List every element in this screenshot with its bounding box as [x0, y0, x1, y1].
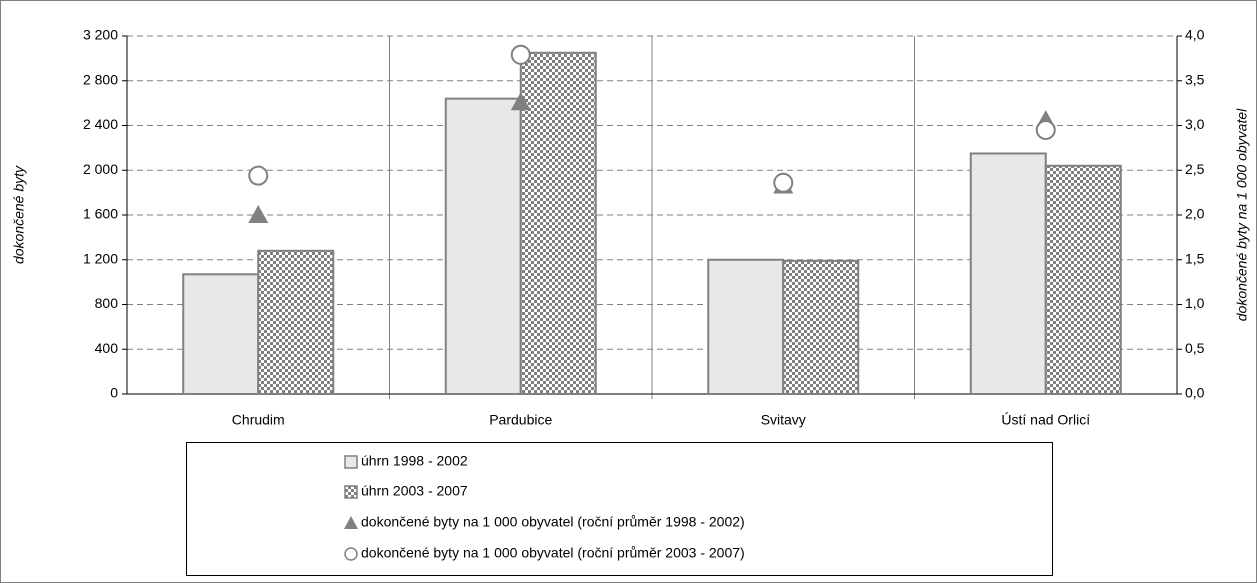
y2-tick-label: 0,5 — [1185, 340, 1205, 356]
y2-tick-label: 2,0 — [1185, 206, 1205, 222]
y-tick-label: 2 400 — [83, 116, 118, 132]
legend-label: dokončené byty na 1 000 obyvatel (roční … — [361, 514, 745, 530]
y2-tick-label: 1,5 — [1185, 250, 1205, 266]
bar — [182, 273, 260, 396]
marker-triangle — [510, 92, 531, 111]
y-axis-title: dokončené byty — [11, 165, 27, 264]
x-tick-label: Svitavy — [761, 412, 806, 428]
y2-tick-label: 1,0 — [1185, 295, 1205, 311]
legend-swatch — [344, 547, 358, 561]
x-tick-label: Pardubice — [489, 412, 552, 428]
legend-box — [186, 442, 1053, 576]
bar — [444, 97, 522, 396]
bar — [519, 51, 597, 395]
y-tick-label: 2 000 — [83, 161, 118, 177]
marker-circle — [510, 44, 531, 65]
legend-swatch — [344, 485, 358, 499]
y2-axis-title: dokončené byty na 1 000 obyvatel — [1234, 108, 1250, 321]
bar — [969, 152, 1047, 395]
marker-circle — [773, 172, 794, 193]
y2-tick-label: 2,5 — [1185, 161, 1205, 177]
y-tick-label: 800 — [95, 295, 119, 311]
y-tick-label: 0 — [110, 385, 118, 401]
legend-swatch — [344, 516, 358, 529]
legend-label: dokončené byty na 1 000 obyvatel (roční … — [361, 545, 745, 561]
bar — [707, 258, 785, 395]
x-tick-label: Ústí nad Orlicí — [1001, 412, 1090, 428]
y-tick-label: 400 — [95, 340, 119, 356]
y2-tick-label: 4,0 — [1185, 27, 1205, 43]
x-tick-label: Chrudim — [232, 412, 285, 428]
marker-triangle — [248, 205, 269, 223]
y2-tick-label: 3,5 — [1185, 71, 1205, 87]
y-tick-label: 3 200 — [83, 27, 118, 43]
y-tick-label: 1 600 — [83, 206, 118, 222]
bar — [782, 259, 860, 395]
marker-circle — [1035, 119, 1056, 140]
y2-tick-label: 3,0 — [1185, 116, 1205, 132]
y-tick-label: 1 200 — [83, 250, 118, 266]
legend-label: úhrn 2003 - 2007 — [361, 483, 468, 499]
bar — [1044, 164, 1122, 395]
legend-swatch — [344, 455, 358, 469]
y-tick-label: 2 800 — [83, 71, 118, 87]
y2-tick-label: 0,0 — [1185, 385, 1205, 401]
marker-circle — [248, 165, 269, 186]
legend-label: úhrn 1998 - 2002 — [361, 453, 468, 469]
bar — [257, 249, 335, 395]
